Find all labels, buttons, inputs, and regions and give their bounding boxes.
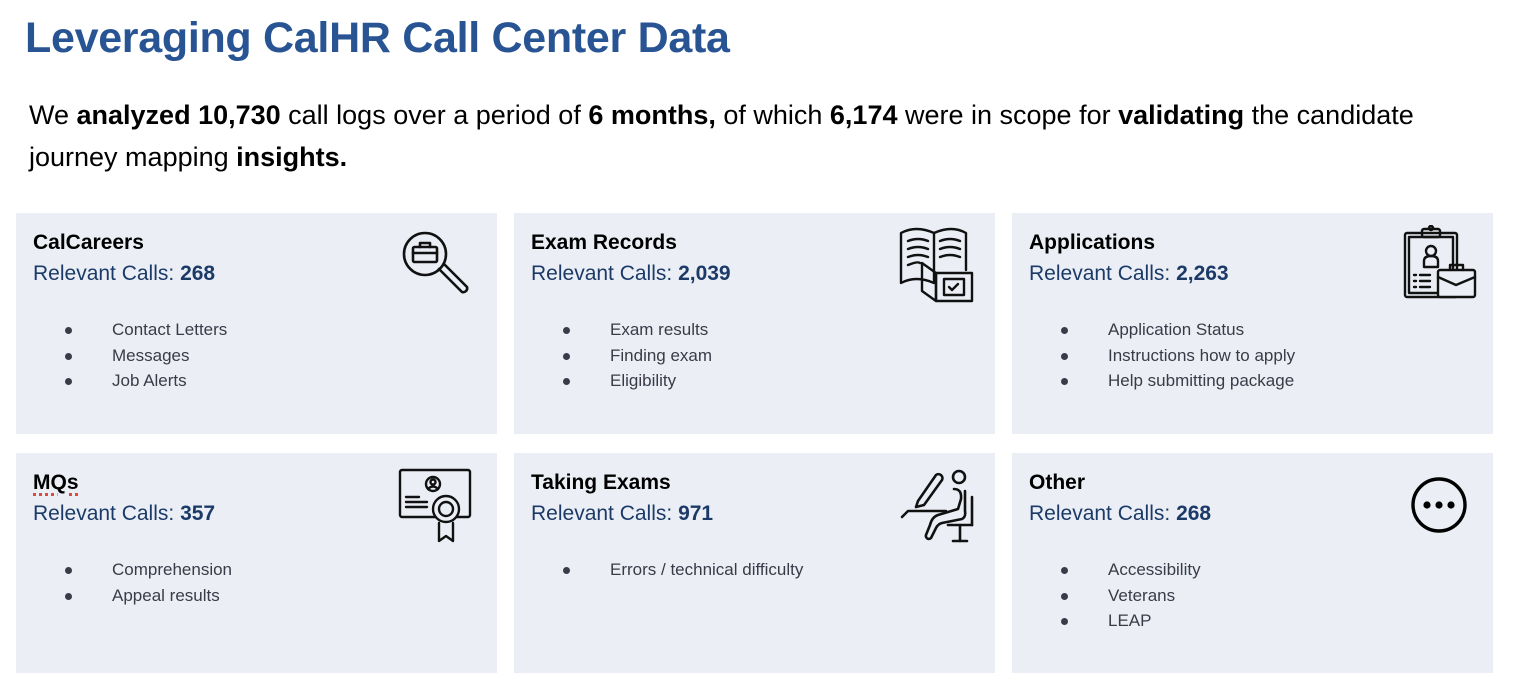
list-item: Comprehension xyxy=(16,557,232,583)
relevant-calls: Relevant Calls: 357 xyxy=(33,502,216,525)
intro-paragraph: We analyzed 10,730 call logs over a peri… xyxy=(29,94,1469,178)
card-title: Taking Exams xyxy=(531,471,671,494)
list-item: Help submitting package xyxy=(1012,368,1295,394)
calls-count: 2,039 xyxy=(678,262,731,285)
list-item: Eligibility xyxy=(514,368,712,394)
relevant-calls: Relevant Calls: 268 xyxy=(33,262,216,285)
topic-list: Comprehension Appeal results xyxy=(16,557,232,608)
category-card-other: Other Relevant Calls: 268 Accessibility … xyxy=(1012,453,1493,673)
intro-segment-bold: validating xyxy=(1118,100,1245,130)
bullet-icon xyxy=(563,327,570,334)
list-item: Messages xyxy=(16,343,227,369)
certificate-icon xyxy=(397,467,473,543)
category-card-taking-exams: Taking Exams Relevant Calls: 971 Errors … xyxy=(514,453,995,673)
list-item: Accessibility xyxy=(1012,557,1201,583)
topic-list: Application Status Instructions how to a… xyxy=(1012,317,1295,394)
category-card-exam-records: Exam Records Relevant Calls: 2,039 Exam … xyxy=(514,213,995,434)
card-title: Exam Records xyxy=(531,231,677,254)
intro-segment: the candidate journey mapping xyxy=(29,100,1414,172)
briefcase-search-icon xyxy=(400,229,472,301)
category-card-calcareers: CalCareers Relevant Calls: 268 Contact L… xyxy=(16,213,497,434)
list-item: Instructions how to apply xyxy=(1012,343,1295,369)
intro-segment: We xyxy=(29,100,77,130)
topic-list: Exam results Finding exam Eligibility xyxy=(514,317,712,394)
list-item: Veterans xyxy=(1012,583,1201,609)
intro-segment: of which xyxy=(715,100,830,130)
card-title: Other xyxy=(1029,471,1086,494)
bullet-icon xyxy=(1061,352,1068,360)
category-card-mqs: MQs Relevant Calls: 357 Comprehension Ap… xyxy=(16,453,497,673)
intro-segment-bold: insights. xyxy=(236,142,348,172)
list-item: Application Status xyxy=(1012,317,1295,343)
topic-list: Accessibility Veterans LEAP xyxy=(1012,557,1201,634)
list-item: LEAP xyxy=(1012,608,1201,634)
clipboard-briefcase-icon xyxy=(1402,225,1478,301)
intro-segment-bold: analyzed 10,730 xyxy=(76,100,281,130)
list-item: Errors / technical difficulty xyxy=(514,557,803,583)
relevant-calls: Relevant Calls: 2,039 xyxy=(531,262,731,285)
topic-list: Errors / technical difficulty xyxy=(514,557,803,583)
calls-count: 357 xyxy=(180,502,216,525)
bullet-icon xyxy=(563,567,570,574)
relevant-calls: Relevant Calls: 268 xyxy=(1029,502,1212,525)
bullet-icon xyxy=(1061,567,1068,574)
card-title: Applications xyxy=(1029,231,1156,254)
more-options-icon xyxy=(1409,475,1469,535)
calls-count: 268 xyxy=(1176,502,1212,525)
book-checkbox-icon xyxy=(898,225,976,303)
person-writing-at-desk-icon xyxy=(900,467,976,543)
calls-count: 268 xyxy=(180,262,216,285)
card-title: CalCareers xyxy=(33,231,144,254)
intro-segment-bold: 6,174 xyxy=(829,100,898,130)
intro-segment-bold: 6 months, xyxy=(588,100,716,130)
bullet-icon xyxy=(1061,618,1068,625)
list-item: Finding exam xyxy=(514,343,712,369)
calls-count: 971 xyxy=(678,502,714,525)
category-card-applications: Applications Relevant Calls: 2,263 Appli… xyxy=(1012,213,1493,434)
page-title: Leveraging CalHR Call Center Data xyxy=(25,14,730,62)
topic-list: Contact Letters Messages Job Alerts xyxy=(16,317,227,394)
bullet-icon xyxy=(1061,378,1068,385)
bullet-icon xyxy=(563,352,570,360)
bullet-icon xyxy=(65,567,72,574)
list-item: Appeal results xyxy=(16,583,232,609)
calls-count: 2,263 xyxy=(1176,262,1229,285)
list-item: Job Alerts xyxy=(16,368,227,394)
bullet-icon xyxy=(65,378,72,385)
relevant-calls: Relevant Calls: 971 xyxy=(531,502,714,525)
bullet-icon xyxy=(65,327,72,334)
bullet-icon xyxy=(1061,327,1068,334)
intro-segment: were in scope for xyxy=(897,100,1119,130)
bullet-icon xyxy=(1061,592,1068,600)
bullet-icon xyxy=(65,352,72,360)
relevant-calls: Relevant Calls: 2,263 xyxy=(1029,262,1229,285)
list-item: Exam results xyxy=(514,317,712,343)
bullet-icon xyxy=(563,378,570,385)
card-title: MQs xyxy=(33,471,79,494)
bullet-icon xyxy=(65,592,72,600)
list-item: Contact Letters xyxy=(16,317,227,343)
intro-segment: call logs over a period of xyxy=(280,100,589,130)
